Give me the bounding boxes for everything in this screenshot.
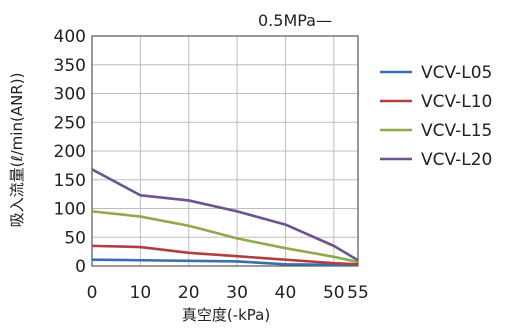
series-line-vcv-l10 — [91, 244, 359, 266]
x-tick-label: 40 — [275, 283, 297, 303]
y-axis-title: 吸入流量(ℓ/min(ANR)) — [8, 73, 26, 228]
x-tick-label: 55 — [347, 283, 369, 303]
series-lines — [91, 168, 359, 267]
y-tick-label: 300 — [54, 85, 86, 105]
legend-label-vcv-l15: VCV-L15 — [421, 121, 492, 141]
legend: VCV-L05 VCV-L10 VCV-L15 VCV-L20 — [380, 63, 492, 170]
series-line-vcv-l20 — [91, 168, 359, 262]
legend-label-vcv-l10: VCV-L10 — [421, 92, 492, 112]
y-tick-label: 400 — [54, 27, 86, 47]
legend-label-vcv-l20: VCV-L20 — [421, 150, 492, 170]
legend-label-vcv-l05: VCV-L05 — [421, 63, 492, 83]
y-tick-label: 350 — [54, 56, 86, 76]
y-tick-label: 150 — [54, 171, 86, 191]
series-line-vcv-l05 — [91, 258, 358, 267]
y-tick-label: 200 — [54, 142, 86, 162]
y-tick-label: 250 — [54, 113, 86, 133]
y-axis-ticks: 0 50 100 150 200 250 300 350 400 — [54, 27, 86, 277]
x-tick-label: 30 — [226, 283, 248, 303]
series-line-vcv-l15 — [91, 210, 359, 264]
y-tick-label: 100 — [54, 200, 86, 220]
x-axis-title: 真空度(-kPa) — [182, 306, 270, 324]
grid — [91, 35, 359, 267]
x-tick-label: 50 — [323, 283, 345, 303]
y-tick-label: 0 — [75, 257, 86, 277]
plot-frame — [91, 35, 359, 267]
x-tick-label: 10 — [130, 283, 152, 303]
y-tick-label: 50 — [64, 228, 86, 248]
pressure-annotation: 0.5MPa— — [258, 11, 332, 30]
x-axis-ticks: 0 10 20 30 40 50 55 — [87, 283, 369, 303]
x-tick-label: 0 — [87, 283, 98, 303]
x-tick-label: 20 — [178, 283, 200, 303]
